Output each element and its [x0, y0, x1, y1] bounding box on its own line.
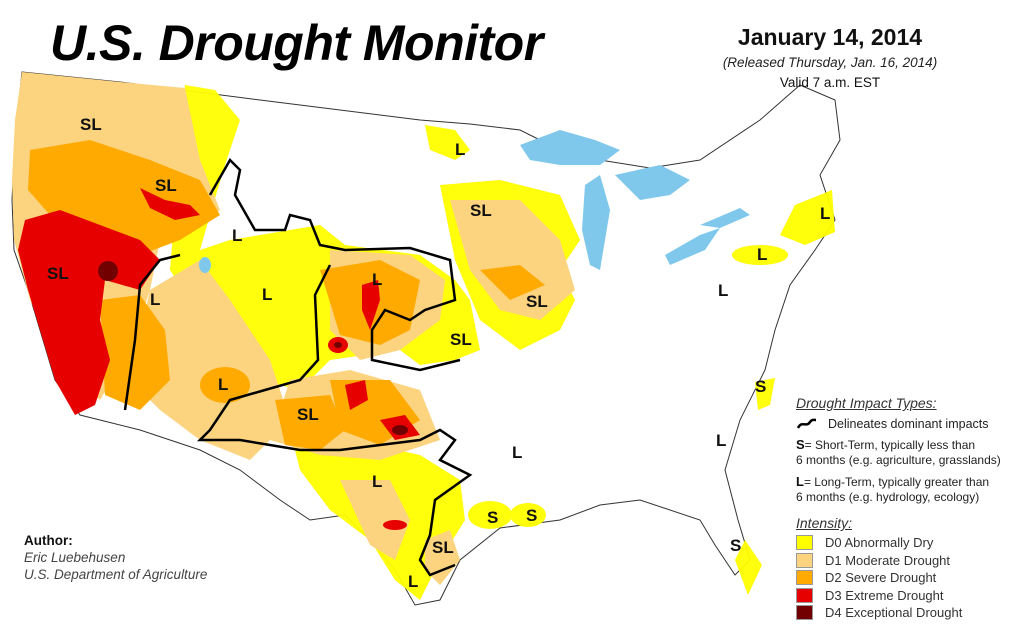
short-term-description: S= Short-Term, typically less than 6 mon… [796, 437, 1024, 468]
d4-exceptional-drought-areas [98, 261, 408, 435]
intensity-legend-header: Intensity: [796, 515, 853, 531]
impact-label: SL [47, 264, 69, 283]
impact-label: S [526, 506, 537, 525]
delineation-line-icon [796, 418, 817, 429]
delineates-text: Delineates dominant impacts [828, 417, 989, 431]
intensity-d0: D0 Abnormally Dry [796, 534, 962, 552]
short-term-text: = Short-Term, typically less than [804, 438, 976, 452]
impact-label: S [730, 536, 741, 555]
impact-label: L [716, 431, 726, 450]
date-block: January 14, 2014 (Released Thursday, Jan… [690, 24, 970, 90]
intensity-d3: D3 Extreme Drought [796, 587, 962, 605]
impact-label: L [408, 572, 418, 591]
d4-swatch [796, 605, 813, 621]
intensity-d2: D2 Severe Drought [796, 569, 962, 587]
impact-label: S [755, 377, 766, 396]
impact-label: SL [80, 115, 102, 134]
d1-swatch [796, 552, 813, 568]
d2-swatch [796, 570, 813, 586]
map-date: January 14, 2014 [737, 24, 923, 50]
release-date: (Released Thursday, Jan. 16, 2014) [722, 55, 938, 70]
valid-time: Valid 7 a.m. EST [779, 75, 881, 90]
intensity-d4: D4 Exceptional Drought [796, 604, 962, 622]
d0-swatch [796, 535, 813, 551]
d3-extreme-drought-areas [18, 188, 420, 530]
author-name: Eric Luebehusen [24, 550, 126, 565]
impact-label: SL [450, 330, 472, 349]
d3-swatch [796, 587, 813, 603]
impact-label: SL [432, 538, 454, 557]
impact-label: L [218, 375, 228, 394]
impact-label: SL [526, 292, 548, 311]
long-term-text: = Long-Term, typically greater than [803, 475, 990, 489]
author-heading: Author: [24, 533, 73, 548]
impact-delineation-lines [123, 157, 473, 577]
long-term-text-2: 6 months (e.g. hydrology, ecology) [796, 490, 980, 504]
d4-label: D4 Exceptional Drought [825, 605, 963, 621]
d3-label: D3 Extreme Drought [825, 587, 944, 603]
impact-label: L [232, 226, 242, 245]
impact-legend: Drought Impact Types: Delineates dominan… [796, 395, 1024, 505]
great-lakes [199, 130, 750, 273]
impact-labels: SL SL SL L L L L SL L SL L SL SL L L S S… [47, 115, 830, 591]
page-title: U.S. Drought Monitor [50, 15, 543, 71]
impact-label: SL [470, 201, 492, 220]
author-block: Author: Eric Luebehusen U.S. Department … [24, 532, 207, 583]
impact-legend-header: Drought Impact Types: [796, 395, 937, 411]
impact-label: L [757, 245, 767, 264]
short-term-key: S [796, 437, 805, 452]
impact-label: SL [297, 405, 319, 424]
impact-label: L [512, 443, 522, 462]
impact-label: SL [155, 176, 177, 195]
impact-label: S [487, 508, 498, 527]
long-term-key: L [796, 474, 804, 489]
impact-label: L [820, 204, 830, 223]
d1-label: D1 Moderate Drought [825, 552, 951, 568]
impact-label: L [372, 270, 382, 289]
short-term-text-2: 6 months (e.g. agriculture, grasslands) [796, 453, 1001, 467]
intensity-legend: D0 Abnormally Dry D1 Moderate Drought D2… [796, 534, 962, 622]
intensity-d1: D1 Moderate Drought [796, 552, 962, 570]
impact-label: L [372, 472, 382, 491]
d0-label: D0 Abnormally Dry [825, 535, 934, 551]
d2-label: D2 Severe Drought [825, 570, 937, 586]
long-term-description: L= Long-Term, typically greater than 6 m… [796, 474, 1024, 505]
impact-label: L [262, 285, 272, 304]
impact-label: L [150, 290, 160, 309]
impact-label: L [455, 140, 465, 159]
author-org: U.S. Department of Agriculture [24, 567, 208, 582]
impact-label: L [718, 281, 728, 300]
